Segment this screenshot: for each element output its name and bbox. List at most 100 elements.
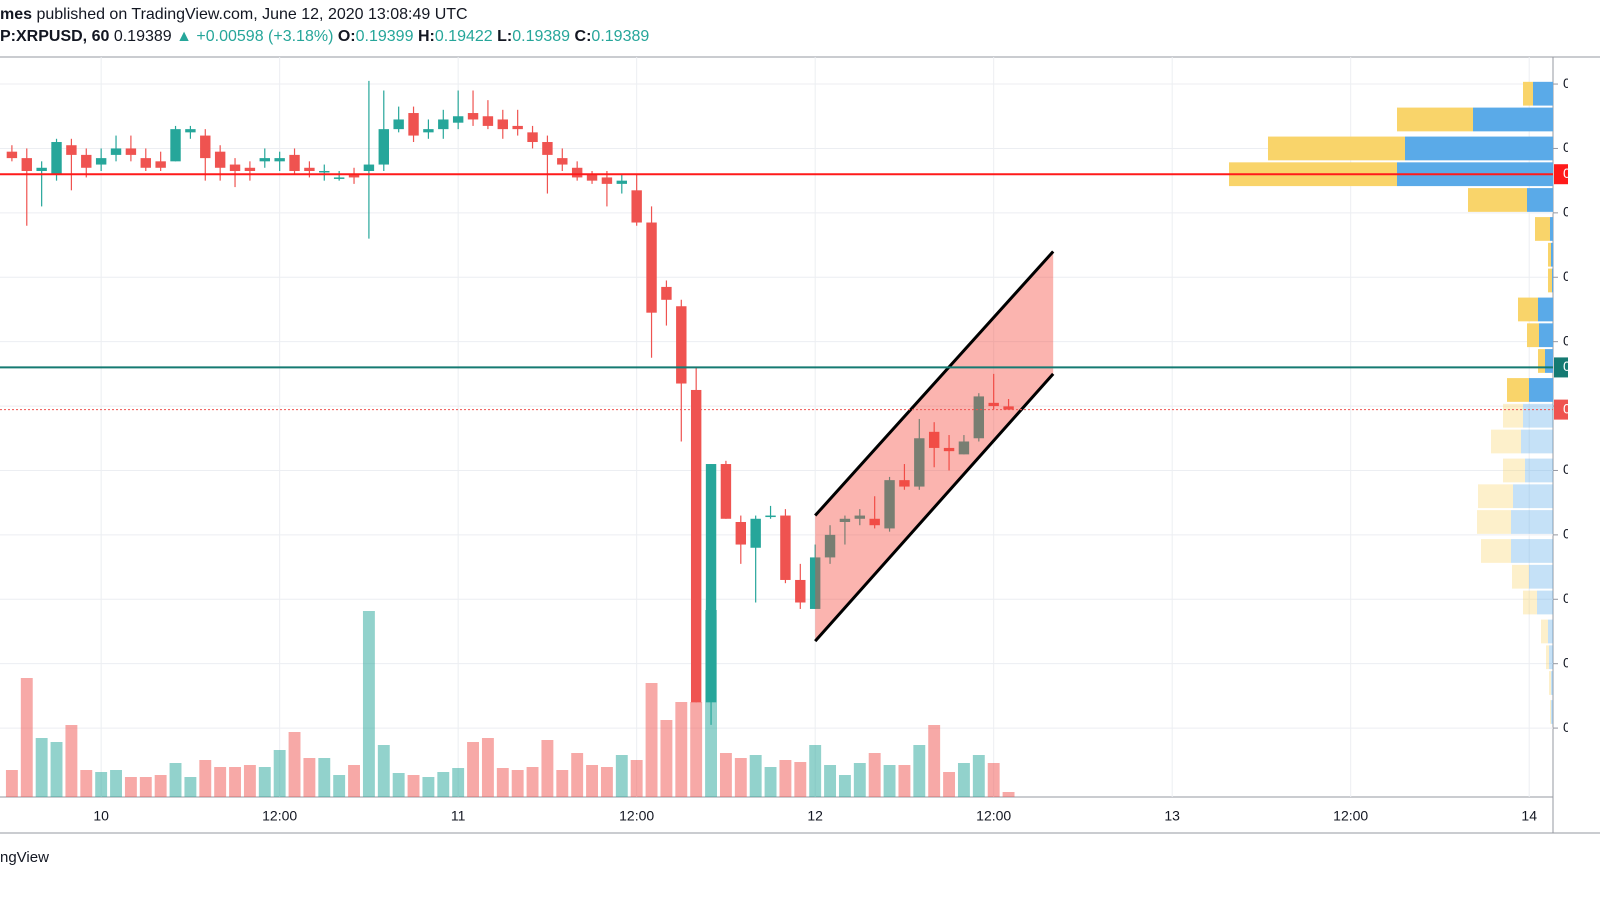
candle-body xyxy=(720,464,732,519)
profile-down xyxy=(1491,429,1521,454)
volume-bar xyxy=(273,750,286,797)
profile-down xyxy=(1478,484,1513,509)
chart: 10 12:00 11 12:00 12 12:00 13 12:00 14 0.184 0.186… xyxy=(0,56,1600,834)
candle-body xyxy=(333,177,345,179)
candle-body xyxy=(914,438,925,487)
candle-body xyxy=(140,158,151,168)
published: published on TradingView.com, June 12, 2… xyxy=(36,6,468,23)
volume-bar xyxy=(496,768,509,797)
candle-body xyxy=(408,113,419,136)
volume-bar xyxy=(154,775,167,797)
volume-bar xyxy=(169,763,182,797)
candle-body xyxy=(378,129,389,165)
y-tick-label: 0.19 xyxy=(1563,526,1590,542)
candle-body xyxy=(854,515,866,519)
volume-bar xyxy=(868,753,881,797)
volume-bar xyxy=(957,763,970,797)
candle-body xyxy=(66,145,77,155)
volume-bar xyxy=(526,767,539,797)
candle-body xyxy=(884,480,895,529)
candle-body xyxy=(482,116,494,126)
candle-body xyxy=(988,402,999,407)
high: 0.19422 xyxy=(434,28,493,45)
volume-bar xyxy=(288,732,301,797)
volume-bar xyxy=(65,725,78,797)
profile-down xyxy=(1546,645,1549,670)
volume-bar xyxy=(50,742,63,797)
profile-down xyxy=(1523,81,1533,106)
profile-up xyxy=(1538,297,1553,322)
candle-body xyxy=(601,177,613,184)
profile-down xyxy=(1538,349,1545,373)
volume-bar xyxy=(452,768,465,797)
y-tick-label: 0.188 xyxy=(1563,590,1598,606)
label: C: xyxy=(574,28,592,45)
volume-bar xyxy=(883,765,896,797)
profile-up xyxy=(1551,242,1553,267)
profile-up xyxy=(1511,539,1553,563)
x-tick-label: 11 xyxy=(451,808,466,824)
candle-body xyxy=(958,441,970,455)
candle-body xyxy=(899,480,910,487)
profile-up xyxy=(1521,429,1553,454)
y-tick-label: 0.192 xyxy=(1563,461,1598,477)
candle-body xyxy=(214,151,226,168)
candle-body xyxy=(95,158,107,165)
profile-down xyxy=(1503,458,1525,483)
volume-bar xyxy=(377,745,390,797)
x-tick-label: 12:00 xyxy=(976,808,1011,824)
profile-up xyxy=(1548,619,1553,644)
candle-body xyxy=(423,129,434,133)
volume-bar xyxy=(139,777,152,797)
low: 0.19389 xyxy=(512,28,571,45)
candle-body xyxy=(973,396,985,439)
x-tick-label: 12 xyxy=(807,808,823,824)
candle-body xyxy=(780,515,791,580)
candle-body xyxy=(809,557,821,609)
candle-body xyxy=(542,142,553,155)
profile-down xyxy=(1527,323,1539,348)
volume-bar xyxy=(392,773,405,797)
volume-bar xyxy=(467,742,479,797)
candle-body xyxy=(869,518,880,526)
profile-down xyxy=(1550,700,1551,724)
volume-bar xyxy=(928,725,941,797)
candle-body xyxy=(200,135,211,159)
candle-body xyxy=(571,167,583,178)
candle-body xyxy=(824,534,836,558)
profile-down xyxy=(1512,564,1529,589)
volume-bar xyxy=(943,772,956,797)
volume-bar xyxy=(258,767,271,797)
profile-up xyxy=(1511,510,1553,534)
volume-bar xyxy=(749,755,762,797)
volume-bar xyxy=(556,770,569,797)
profile-up xyxy=(1473,107,1553,132)
ohlc-line: P:XRPUSD, 60 0.19389 ▲ +0.00598 (+3.18%)… xyxy=(0,28,649,46)
candle-body xyxy=(363,164,375,171)
volume-bar xyxy=(229,767,241,797)
volume-bar xyxy=(838,775,851,797)
candle-body xyxy=(438,119,449,130)
profile-down xyxy=(1549,671,1551,695)
label: O: xyxy=(337,28,356,45)
volume-bar xyxy=(437,772,450,797)
volume-bar xyxy=(243,765,256,797)
candle-body xyxy=(750,518,761,548)
volume-bar xyxy=(1002,792,1015,797)
candle-body xyxy=(795,579,806,603)
volume-bar xyxy=(660,720,673,797)
candle-body xyxy=(319,170,330,173)
candle-body xyxy=(616,180,628,184)
profile-down xyxy=(1535,217,1550,241)
x-tick-label: 10 xyxy=(93,808,109,824)
profile-up xyxy=(1551,671,1553,695)
volume-bar xyxy=(214,767,227,797)
x-tick-label: 14 xyxy=(1521,808,1537,824)
volume-bar xyxy=(794,762,807,797)
x-tick-label: 12:00 xyxy=(262,808,297,824)
profile-down xyxy=(1541,619,1548,644)
candle-body xyxy=(274,158,285,162)
channel-upper xyxy=(814,250,1055,517)
y-tick-label: 0.202 xyxy=(1563,139,1598,155)
